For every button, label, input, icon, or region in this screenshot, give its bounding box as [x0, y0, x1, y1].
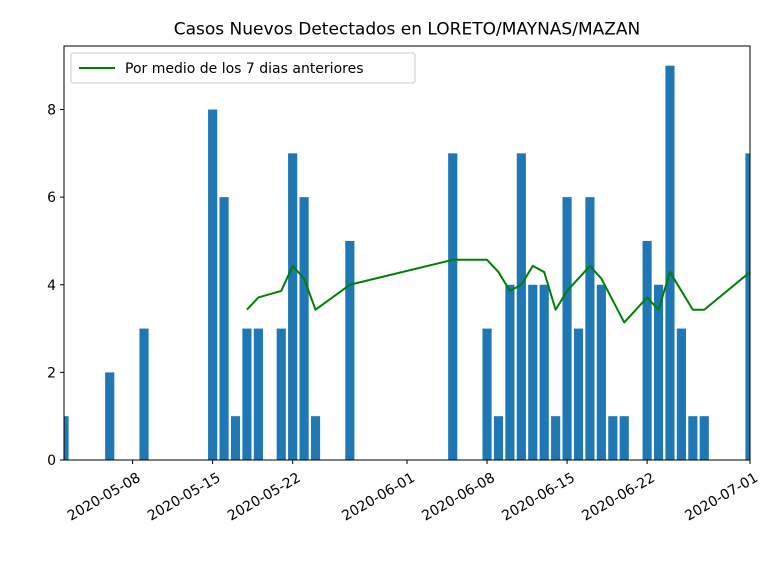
bar [585, 197, 595, 460]
bar [608, 416, 618, 460]
bar [139, 328, 149, 460]
bar [493, 416, 504, 460]
bar [105, 372, 115, 460]
y-axis: 0 2 4 6 8 [47, 103, 64, 469]
legend: Por medio de los 7 dias anteriores [70, 52, 416, 84]
bar [665, 65, 675, 460]
bar [288, 153, 298, 460]
moving-average-group [246, 258, 750, 324]
y-tick-label: 8 [47, 103, 56, 119]
y-tick-label: 0 [47, 453, 56, 469]
bar [276, 328, 286, 460]
legend-label: Por medio de los 7 dias anteriores [125, 61, 364, 77]
bar [619, 416, 629, 460]
bar [688, 416, 698, 460]
y-tick-label: 2 [47, 365, 56, 381]
moving-average-line [246, 258, 750, 324]
bar [208, 109, 218, 460]
y-tick-label: 6 [47, 190, 56, 206]
bar [253, 328, 263, 460]
bar [64, 416, 69, 460]
bar [699, 416, 709, 460]
bar [299, 197, 309, 460]
bar [482, 328, 492, 460]
bar [551, 416, 561, 460]
chart-title: Casos Nuevos Detectados en LORETO/MAYNAS… [174, 20, 640, 40]
bar [310, 416, 321, 460]
bar [676, 328, 686, 460]
bar [539, 284, 549, 460]
bars-group [64, 65, 750, 460]
bar [596, 284, 606, 460]
bar [242, 328, 252, 460]
bar [345, 240, 355, 460]
bar [528, 284, 538, 460]
bar [230, 416, 241, 460]
legend-box [70, 52, 416, 84]
bar [562, 197, 572, 460]
bar [642, 240, 652, 460]
bar [516, 153, 526, 460]
bar [448, 153, 458, 460]
bar [505, 284, 515, 460]
y-tick-label: 4 [47, 278, 56, 294]
bar [653, 284, 664, 460]
bar [745, 153, 750, 460]
bar [219, 197, 229, 460]
bar [573, 328, 584, 460]
